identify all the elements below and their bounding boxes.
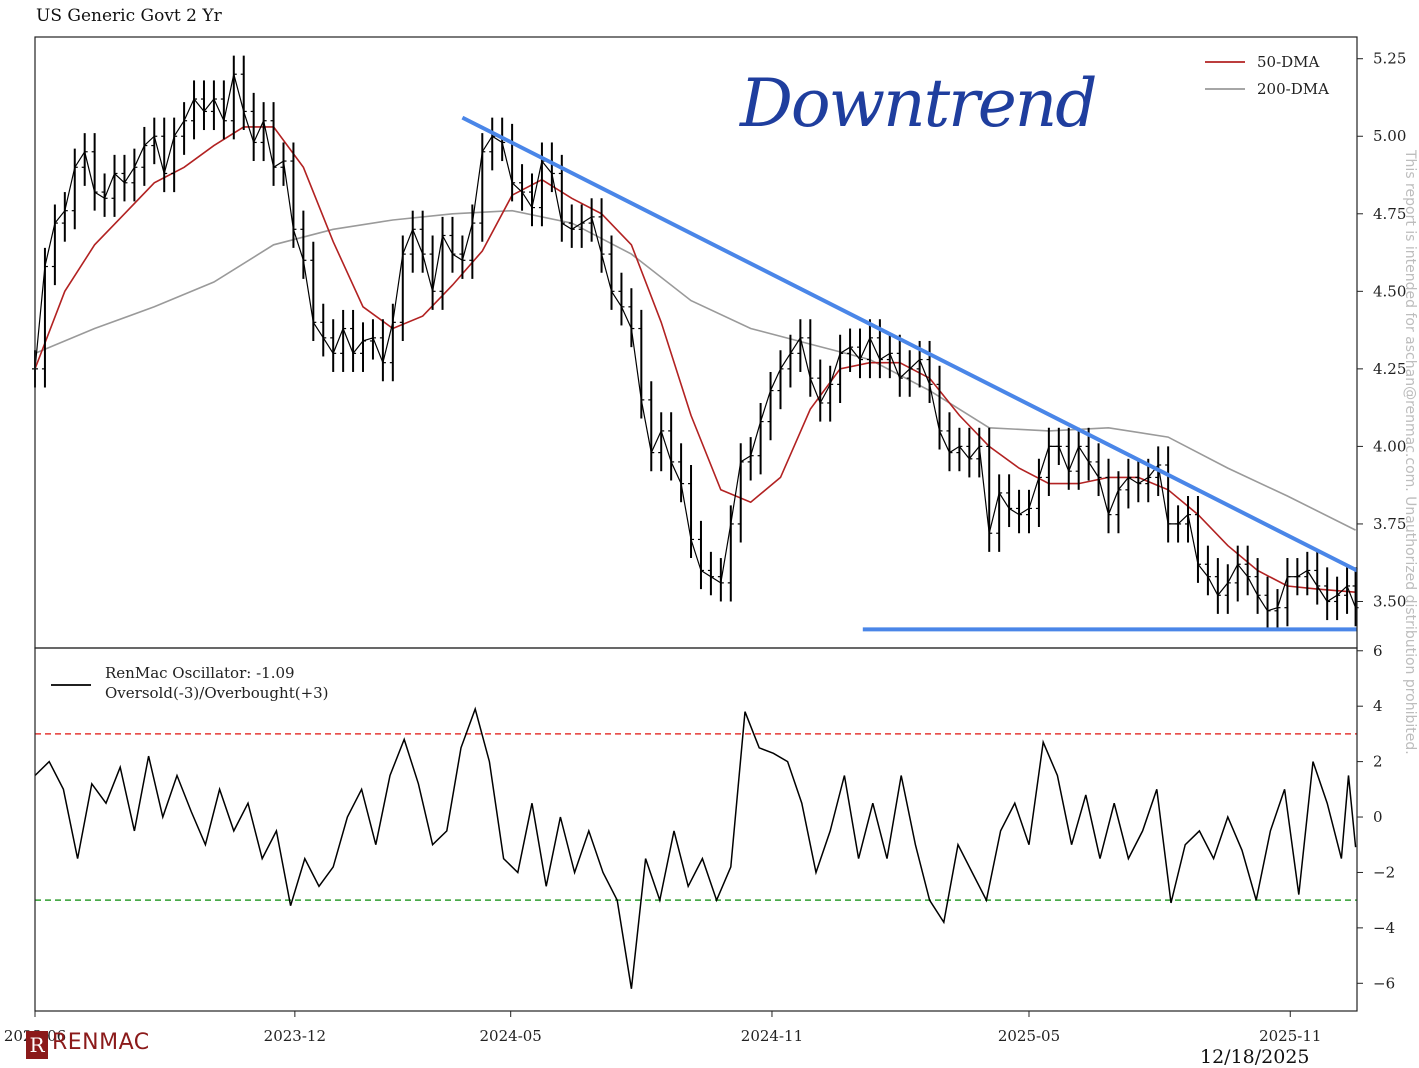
price-ytick-label: 4.50 — [1373, 282, 1406, 300]
oscillator-ytick-label: 0 — [1373, 808, 1383, 826]
price-legend: 50-DMA 200-DMA — [1205, 53, 1329, 98]
downtrend-trendline — [461, 115, 1358, 573]
xtick-label: 2023-12 — [264, 1027, 326, 1045]
price-ytick-label: 4.75 — [1373, 205, 1406, 223]
oscillator-ytick-label: −2 — [1373, 863, 1395, 881]
series-200dma-line — [34, 209, 1356, 531]
price-ytick-label: 5.25 — [1373, 50, 1406, 68]
brand-mark: R — [26, 1031, 48, 1059]
price-ytick-label: 4.00 — [1373, 437, 1406, 455]
brand-name: RENMAC — [52, 1031, 150, 1055]
legend-label-200dma: 200-DMA — [1257, 80, 1329, 98]
oscillator-ytick-label: 2 — [1373, 753, 1383, 771]
price-ytick-label: 5.00 — [1373, 127, 1406, 145]
chart-title: US Generic Govt 2 Yr — [36, 6, 222, 26]
legend-label-bands: Oversold(-3)/Overbought(+3) — [105, 684, 329, 702]
xtick-label: 2024-05 — [480, 1027, 542, 1045]
series-price-line — [34, 74, 1357, 612]
xtick-label: 2025-11 — [1259, 1027, 1321, 1045]
series-oscillator-line — [34, 706, 1357, 989]
price-ytick-label: 3.50 — [1373, 592, 1406, 610]
price-ytick-label: 3.75 — [1373, 515, 1406, 533]
brand-logo: R RENMAC — [26, 1031, 150, 1063]
oscillator-legend: RenMac Oscillator: -1.09 Oversold(-3)/Ov… — [51, 664, 329, 702]
xtick-label: 2024-11 — [741, 1027, 803, 1045]
legend-label-50dma: 50-DMA — [1257, 53, 1320, 71]
legend-label-oscillator: RenMac Oscillator: -1.09 — [105, 664, 295, 682]
price-ytick-label: 4.25 — [1373, 360, 1406, 378]
xtick-label: 2025-05 — [998, 1027, 1060, 1045]
oscillator-ytick-label: 4 — [1373, 697, 1383, 715]
oscillator-ytick-label: −6 — [1373, 974, 1395, 992]
oscillator-ytick-label: −4 — [1373, 919, 1395, 937]
series-50dma-line — [34, 126, 1356, 593]
oscillator-ytick-label: 6 — [1373, 642, 1383, 660]
oscillator-panel-frame — [34, 647, 1358, 1012]
watermark: This report is intended for aschan@renma… — [1402, 150, 1418, 755]
report-date: 12/18/2025 — [1200, 1046, 1310, 1068]
downtrend-annotation: Downtrend — [739, 65, 1096, 142]
